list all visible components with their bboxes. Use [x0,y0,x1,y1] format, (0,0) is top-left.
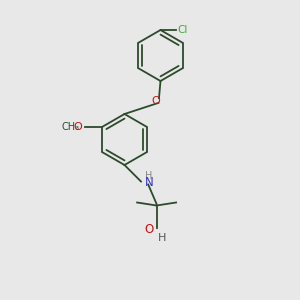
Text: O: O [152,95,160,106]
Text: Cl: Cl [178,25,188,35]
Text: CH₃: CH₃ [61,122,80,132]
Text: N: N [145,176,153,190]
Text: H: H [145,171,152,181]
Text: O: O [74,122,82,132]
Text: O: O [144,223,154,236]
Text: H: H [158,233,166,243]
